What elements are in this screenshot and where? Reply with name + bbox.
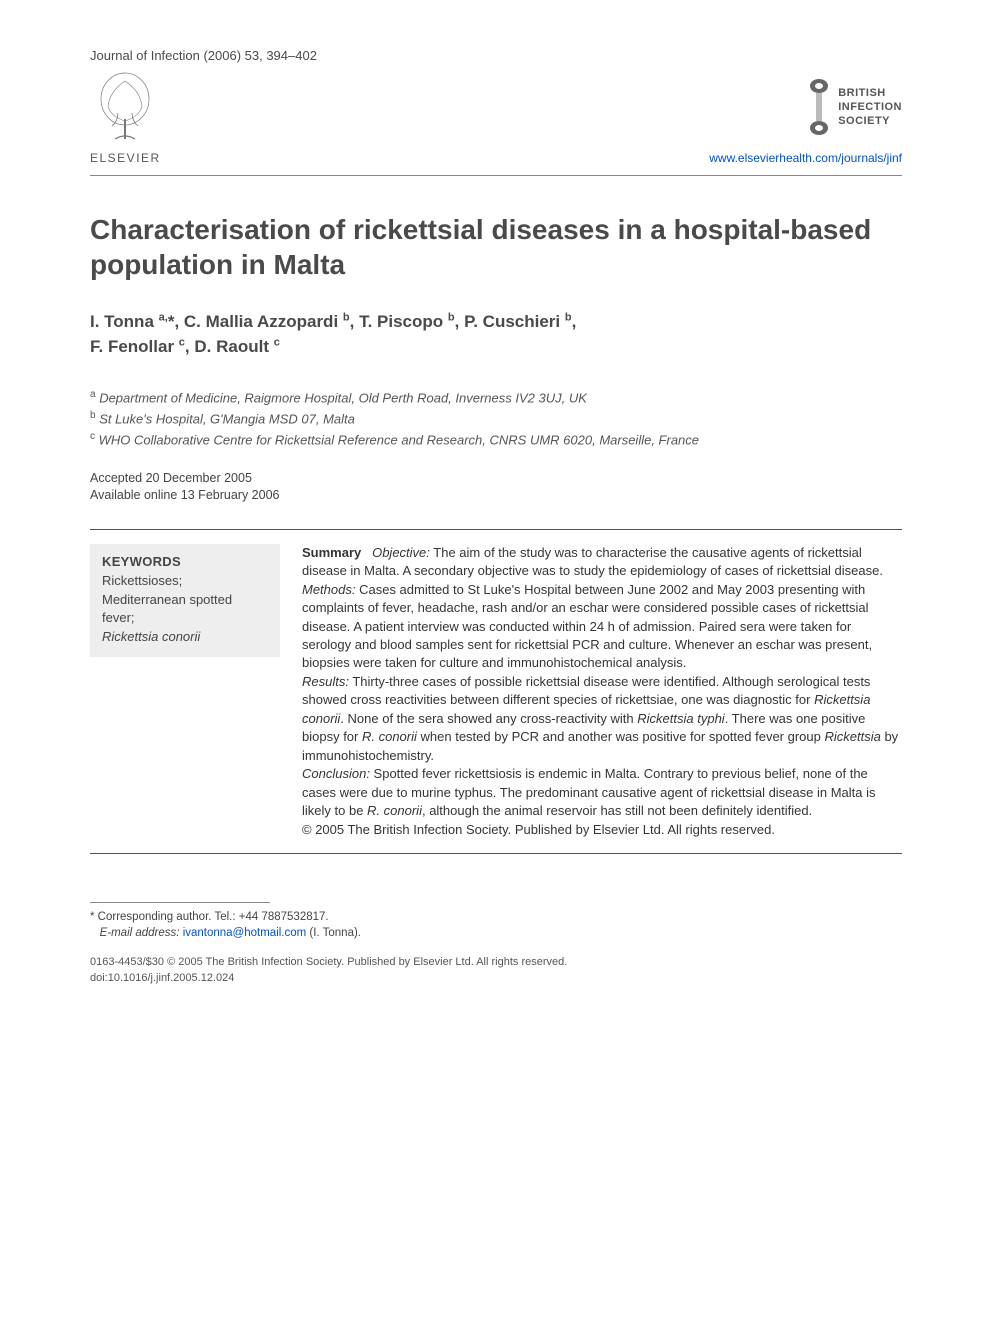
elsevier-logo: ELSEVIER [90, 71, 161, 165]
society-logo: BRITISH INFECTION SOCIETY [808, 77, 902, 137]
corresponding-author-footnote: * Corresponding author. Tel.: +44 788753… [90, 909, 902, 941]
society-name: BRITISH INFECTION SOCIETY [838, 86, 902, 129]
journal-citation: Journal of Infection (2006) 53, 394–402 [90, 48, 317, 63]
page-footer: 0163-4453/$30 © 2005 The British Infecti… [90, 955, 902, 986]
species-name: R. conorii [367, 803, 422, 818]
author: I. Tonna a,* [90, 312, 174, 331]
summary-label: Summary [302, 545, 361, 560]
abstract-copyright: © 2005 The British Infection Society. Pu… [302, 821, 902, 839]
publication-dates: Accepted 20 December 2005 Available onli… [90, 470, 902, 505]
conclusion-text: , although the animal reservoir has stil… [422, 803, 812, 818]
abstract-bottom-rule [90, 853, 902, 854]
elsevier-tree-icon [90, 71, 160, 151]
abstract: Summary Objective: The aim of the study … [302, 544, 902, 839]
results-text: . None of the sera showed any cross-reac… [340, 711, 637, 726]
author-list: I. Tonna a,*, C. Mallia Azzopardi b, T. … [90, 310, 902, 359]
methods-label: Methods: [302, 582, 355, 597]
corresponding-line: * Corresponding author. Tel.: +44 788753… [90, 909, 902, 925]
keywords-list: Rickettsioses; Mediterranean spotted fev… [102, 572, 268, 647]
journal-url[interactable]: www.elsevierhealth.com/journals/jinf [709, 151, 902, 165]
author: C. Mallia Azzopardi b [184, 312, 350, 331]
methods-text: Cases admitted to St Luke's Hospital bet… [302, 582, 872, 671]
affiliations: a Department of Medicine, Raigmore Hospi… [90, 387, 902, 449]
species-name: Rickettsia [824, 729, 880, 744]
footer-copyright: 0163-4453/$30 © 2005 The British Infecti… [90, 955, 902, 970]
author: T. Piscopo b [359, 312, 455, 331]
author: F. Fenollar c [90, 337, 185, 356]
header-rule [90, 175, 902, 176]
society-icon [808, 77, 830, 137]
objective-label: Objective: [372, 545, 430, 560]
results-text: Thirty-three cases of possible rickettsi… [302, 674, 870, 707]
accepted-date: Accepted 20 December 2005 [90, 470, 902, 488]
online-date: Available online 13 February 2006 [90, 487, 902, 505]
email-label: E-mail address: [100, 927, 180, 939]
results-text: when tested by PCR and another was posit… [417, 729, 825, 744]
footnote-rule [90, 902, 270, 903]
affiliation: a Department of Medicine, Raigmore Hospi… [90, 387, 902, 408]
species-name: Rickettsia typhi [637, 711, 724, 726]
author-email-link[interactable]: ivantonna@hotmail.com [183, 927, 307, 939]
elsevier-wordmark: ELSEVIER [90, 151, 161, 165]
doi: doi:10.1016/j.jinf.2005.12.024 [90, 971, 902, 986]
keyword: Rickettsioses; [102, 572, 268, 591]
email-suffix: (I. Tonna). [306, 927, 361, 939]
affiliation: c WHO Collaborative Centre for Rickettsi… [90, 429, 902, 450]
affiliation: b St Luke's Hospital, G'Mangia MSD 07, M… [90, 408, 902, 429]
conclusion-label: Conclusion: [302, 766, 370, 781]
keyword: Mediterranean spotted fever; [102, 591, 268, 629]
article-title: Characterisation of rickettsial diseases… [90, 212, 902, 282]
author: D. Raoult c [194, 337, 279, 356]
species-name: R. conorii [362, 729, 417, 744]
results-label: Results: [302, 674, 349, 689]
keyword: Rickettsia conorii [102, 628, 268, 647]
keywords-heading: KEYWORDS [102, 554, 268, 569]
author: P. Cuschieri b [464, 312, 572, 331]
keywords-box: KEYWORDS Rickettsioses; Mediterranean sp… [90, 544, 280, 657]
